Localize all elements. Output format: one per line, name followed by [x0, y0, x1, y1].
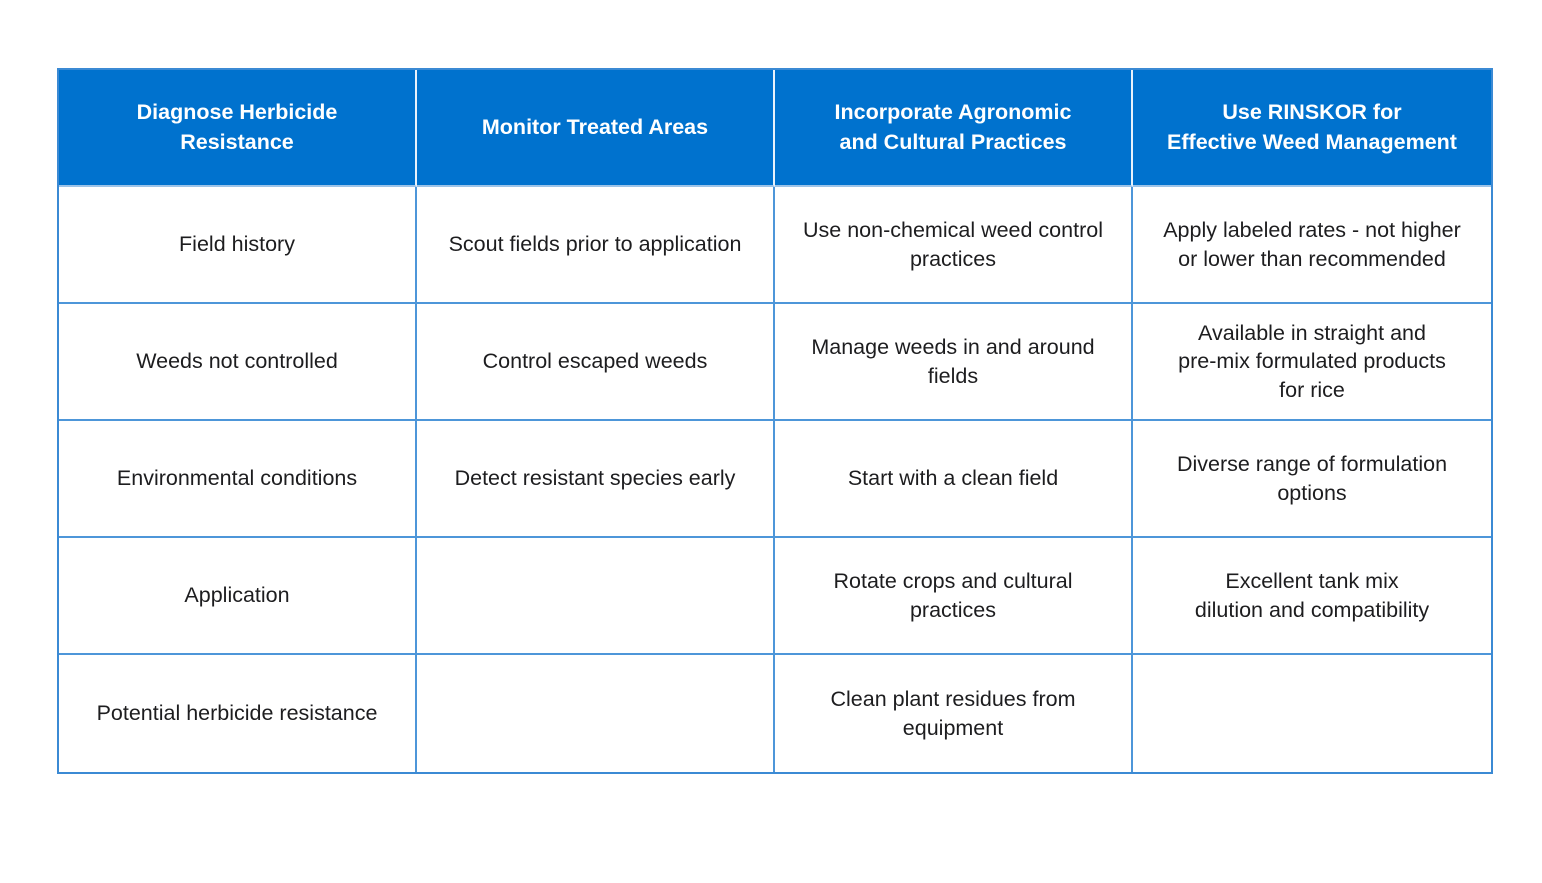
table-row: Environmental conditions Detect resistan… — [59, 421, 1491, 538]
table-cell: Detect resistant species early — [417, 421, 775, 538]
table-cell: Excellent tank mix dilution and compatib… — [1133, 538, 1491, 655]
table-cell: Clean plant residues from equipment — [775, 655, 1133, 772]
header-cell-diagnose-herbicide-resistance: Diagnose Herbicide Resistance — [59, 70, 417, 187]
table-cell — [417, 538, 775, 655]
table-cell: Field history — [59, 187, 417, 304]
table-header-row: Diagnose Herbicide Resistance Monitor Tr… — [59, 70, 1491, 187]
table-cell: Scout fields prior to application — [417, 187, 775, 304]
table-cell — [1133, 655, 1491, 772]
weed-management-table: Diagnose Herbicide Resistance Monitor Tr… — [57, 68, 1493, 774]
table-cell: Start with a clean field — [775, 421, 1133, 538]
table-cell: Apply labeled rates - not higher or lowe… — [1133, 187, 1491, 304]
table-row: Application Rotate crops and cultural pr… — [59, 538, 1491, 655]
table-cell: Use non-chemical weed control practices — [775, 187, 1133, 304]
header-cell-use-rinskor: Use RINSKOR for Effective Weed Managemen… — [1133, 70, 1491, 187]
table-cell: Rotate crops and cultural practices — [775, 538, 1133, 655]
table-row: Potential herbicide resistance Clean pla… — [59, 655, 1491, 772]
table-body: Field history Scout fields prior to appl… — [59, 187, 1491, 772]
table-cell: Weeds not controlled — [59, 304, 417, 421]
table-cell: Available in straight and pre-mix formul… — [1133, 304, 1491, 421]
header-cell-incorporate-agronomic-practices: Incorporate Agronomic and Cultural Pract… — [775, 70, 1133, 187]
table-cell: Application — [59, 538, 417, 655]
table-row: Diagnose Herbicide Resistance Monitor Tr… — [59, 70, 1491, 187]
table-cell: Diverse range of formulation options — [1133, 421, 1491, 538]
table-row: Field history Scout fields prior to appl… — [59, 187, 1491, 304]
table-row: Weeds not controlled Control escaped wee… — [59, 304, 1491, 421]
table-cell — [417, 655, 775, 772]
table-cell: Potential herbicide resistance — [59, 655, 417, 772]
header-cell-monitor-treated-areas: Monitor Treated Areas — [417, 70, 775, 187]
table-cell: Manage weeds in and around fields — [775, 304, 1133, 421]
table-cell: Environmental conditions — [59, 421, 417, 538]
table-cell: Control escaped weeds — [417, 304, 775, 421]
